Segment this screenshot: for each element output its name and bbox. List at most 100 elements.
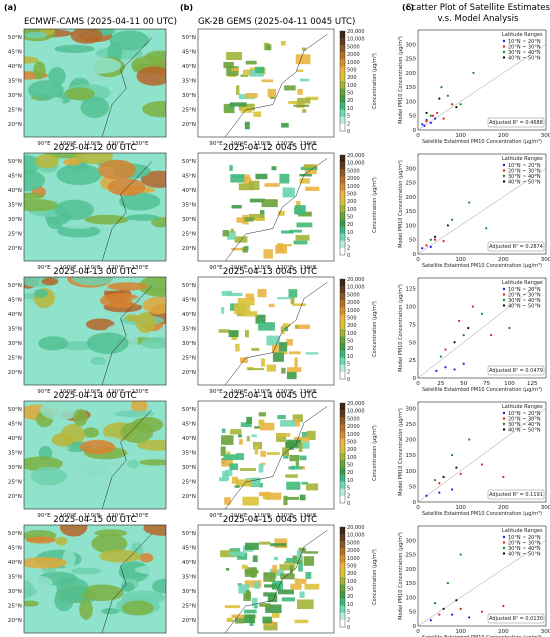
colorbar-tick-label: 50 [347,91,353,97]
data-point-4 [446,224,449,227]
colorbar-segment [340,364,345,373]
data-point-2 [480,610,484,613]
lon-tick-label: 120°E [107,389,124,395]
x-tick-label: 25 [437,381,445,387]
x-axis-label: Satellite Estaimted PM10 Concentration (… [422,635,542,637]
colorbar-tick-label: 0 [347,625,350,631]
legend-marker [502,541,506,544]
satellite-map-frame [197,524,335,634]
x-tick-label: 100 [455,257,466,263]
lat-tick-label: 20°N [8,494,22,500]
panel-title-b: GK-2B GEMS (2025-04-11 0045 UTC) [198,17,355,27]
lat-tick-label: 45°N [8,174,22,180]
scatter-frame [417,525,547,627]
y-tick-label: 125 [405,287,416,293]
lon-tick-label: 100°E [59,265,76,271]
y-tick-label: 0 [412,624,416,630]
colorbar-tick-label: 200 [347,447,357,453]
data-point-2 [438,482,441,485]
y-axis-label: Model PM10 Concentration (μg/m³) [398,160,404,248]
colorbar-segment [340,541,345,549]
legend-entry: 40°N ~ 50°N [508,551,541,557]
data-point-1 [429,619,432,622]
data-point-4 [453,341,456,344]
lon-tick-label: 110°E [253,141,270,147]
model-map-field [24,277,166,385]
y-tick-label: 300 [405,42,416,48]
colorbar-tick-label: 10 [347,230,353,236]
x-tick-label: 100 [455,629,466,635]
x-axis-label: Satellite Estaimted PM10 Concentration (… [422,387,542,393]
colorbar-tick-label: 2 [347,617,350,623]
legend-marker [502,304,506,307]
r2-text: Adjusted R² = 0.2874 [489,244,543,250]
x-tick-label: 0 [416,257,420,263]
r2-text: Adjusted R² = 0.1191 [489,492,543,498]
colorbar-tick-label: 1000 [347,184,360,190]
colorbar-segment [340,109,345,117]
lat-tick-label: 45°N [182,422,196,428]
colorbar: 20,00010,0005000200010005002001005020105… [339,401,378,507]
data-point-3 [433,479,437,482]
colorbar-tick-label: 0 [347,129,350,135]
lat-tick-label: 45°N [8,50,22,56]
satellite-map-title: 2025-04-15 0045 UTC [223,515,317,525]
y-tick-label: 200 [405,71,416,77]
colorbar-tick-label: 0 [347,253,350,259]
lat-tick-label: 30°N [8,341,22,347]
data-point-1 [468,616,471,619]
reference-line [417,540,547,627]
data-point-2 [471,305,474,308]
data-point-4 [455,599,458,602]
legend-marker [502,174,506,178]
legend-entry: 30°N ~ 40°N [508,298,541,304]
lon-tick-label: 130°E [131,265,148,271]
r2-box [487,241,545,252]
lat-tick-label: 25°N [8,604,22,610]
colorbar-frame [339,402,346,504]
x-tick-label: 200 [498,133,509,139]
y-tick-label: 250 [405,422,416,428]
satellite-map-field [198,401,334,509]
lon-tick-label: 90°E [209,141,223,147]
colorbar-segment [340,431,345,439]
colorbar-segment [340,410,345,418]
colorbar-label: Concentration (μg/m³) [372,53,378,109]
colorbar-segment [340,88,345,96]
colorbar-tick-label: 50 [347,463,353,469]
lon-tick-label: 120°E [107,141,124,147]
colorbar-segment [340,445,345,454]
colorbar-segment [340,329,345,337]
colorbar-segment [340,577,345,585]
colorbar-segment [340,102,345,110]
legend-marker [502,293,506,296]
colorbar-segment [340,438,345,447]
colorbar-segment [340,417,345,425]
x-tick-label: 75 [483,381,491,387]
lat-tick-label: 20°N [182,122,196,128]
lon-tick-label: 100°E [230,513,247,519]
lat-tick-label: 40°N [8,436,22,442]
lon-tick-label: 110°E [83,265,100,271]
lon-tick-label: 90°E [209,265,223,271]
y-tick-label: 150 [405,85,416,91]
lat-tick-label: 45°N [8,298,22,304]
lon-tick-label: 110°E [83,389,100,395]
colorbar-tick-label: 2000 [347,300,360,306]
legend-entry: 20°N ~ 30°N [508,540,541,546]
colorbar-segment [340,169,345,177]
y-tick-label: 300 [405,166,416,172]
legend-marker [502,411,506,415]
y-tick-label: 100 [405,305,416,311]
data-point-1 [438,491,441,494]
lat-tick-label: 40°N [182,436,196,442]
colorbar-segment [340,123,345,132]
colorbar-segment [340,45,345,53]
r2-box [487,365,545,376]
model-map-field [24,29,166,137]
y-tick-label: 250 [405,181,416,187]
legend-marker [502,535,506,539]
model-map-title: 2025-04-13 00 UTC [53,267,136,277]
colorbar-tick-label: 50 [347,587,353,593]
colorbar-segment [340,240,345,249]
